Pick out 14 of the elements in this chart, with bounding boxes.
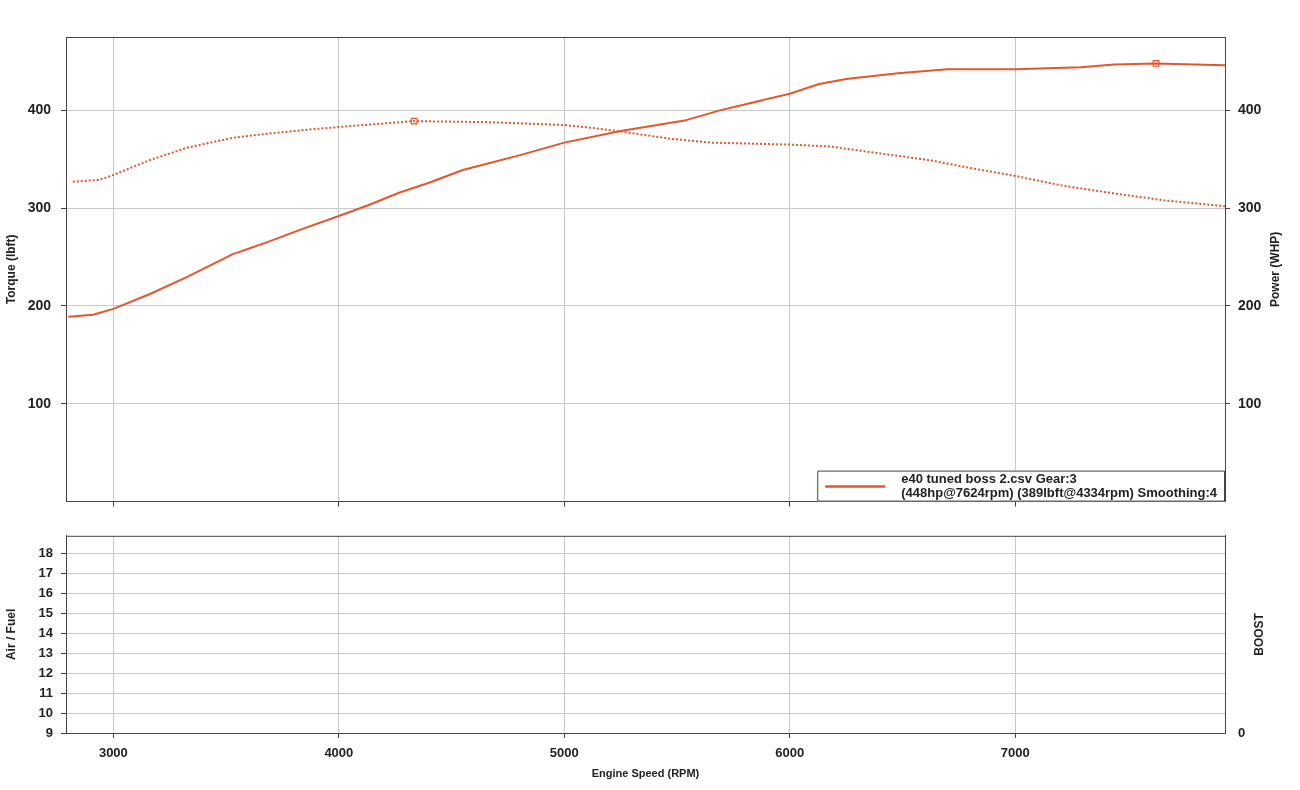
y-tick-label: 300: [27, 199, 52, 216]
y2-axis-title: Power (WHP): [1267, 231, 1282, 307]
y2-tick-label: 300: [1238, 199, 1262, 216]
y-tick-label: 200: [27, 296, 52, 313]
y-tick-label: 16: [38, 585, 53, 601]
y2-tick-label: 400: [1238, 101, 1262, 118]
legend-label: e40 tuned boss 2.csv Gear:3 (448hp@7624rpm) (389lbft@4334rpm) Smoothing:4: [901, 471, 1218, 501]
y-tick-label: 100: [27, 394, 52, 411]
y-tick-label: 18: [38, 545, 53, 561]
y-axis-title: Torque (lbft): [3, 234, 18, 305]
y-tick-label: 400: [27, 101, 52, 118]
y2-tick-label: 200: [1238, 296, 1262, 313]
y-tick-label: 17: [38, 565, 53, 581]
y2-tick-label: 100: [1238, 394, 1262, 411]
